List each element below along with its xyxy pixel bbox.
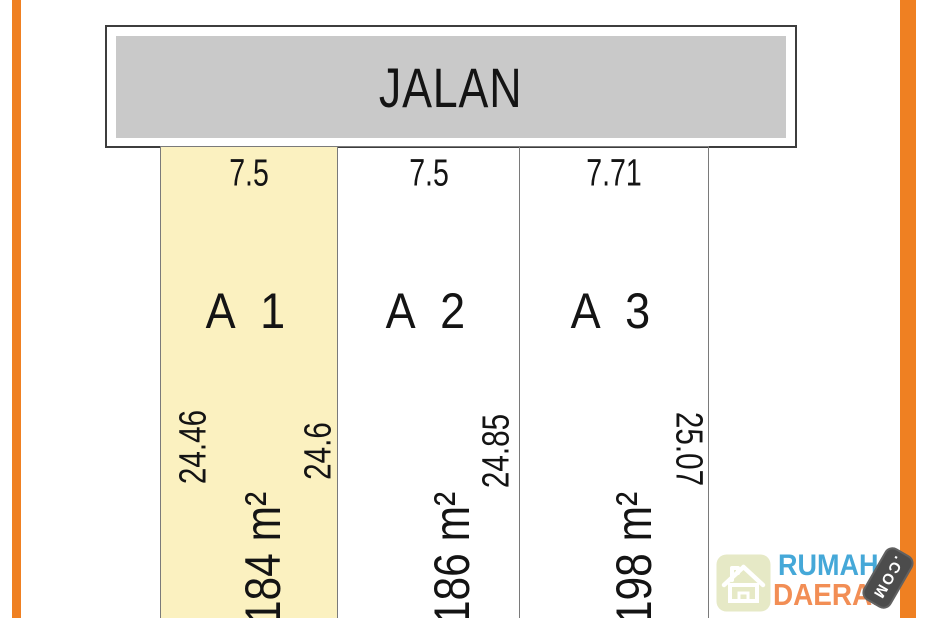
- plot-a1: 7.5 A 1 24.46 24.6 184 m²: [160, 146, 340, 618]
- plot-a2-depth-right-label: 24.85: [475, 413, 518, 489]
- plot-a2-area-label: 186 m²: [424, 491, 480, 618]
- left-frame-stripe: [12, 0, 21, 618]
- right-frame-stripe: [900, 0, 916, 618]
- road-label: JALAN: [379, 55, 523, 119]
- plot-a2-id-label: A 2: [385, 283, 472, 339]
- plot-a1-depth-left-label: 24.46: [172, 409, 215, 485]
- plot-a1-id-label: A 1: [205, 283, 293, 339]
- plot-a3: 7.71 A 3 25.07 198 m²: [520, 146, 710, 618]
- brand-name-top: RUMAH: [778, 549, 879, 582]
- road-sign: JALAN: [105, 25, 797, 148]
- road-sign-fill: JALAN: [116, 36, 786, 138]
- plot-a2-width-label: 7.5: [408, 152, 449, 195]
- plot-a1-width-label: 7.5: [229, 152, 269, 195]
- plot-a2: 7.5 A 2 24.85 186 m²: [338, 146, 520, 618]
- house-icon: [716, 554, 771, 612]
- plot-a3-width-label: 7.71: [586, 152, 642, 195]
- plot-a1-area-label: 184 m²: [235, 491, 291, 618]
- watermark-logo: RUMAH DAERAH .COM: [714, 544, 926, 618]
- plot-a3-area-label: 198 m²: [606, 491, 662, 618]
- plot-a1-depth-right-label: 24.6: [297, 422, 340, 480]
- plot-a3-depth-right-label: 25.07: [667, 411, 710, 487]
- plot-a3-id-label: A 3: [570, 283, 658, 339]
